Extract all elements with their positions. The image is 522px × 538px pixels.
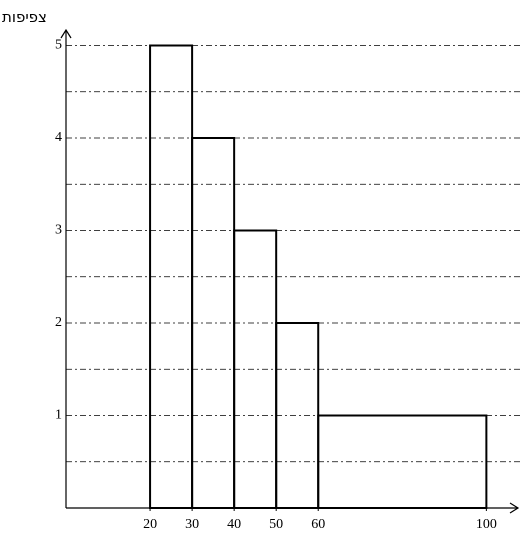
- x-tick-label: 40: [227, 517, 241, 532]
- x-tick-label: 30: [185, 517, 199, 532]
- bar: [317, 414, 488, 509]
- y-tick-label: 1: [55, 408, 62, 423]
- x-axis-arrow: [509, 502, 520, 514]
- y-tick-label: 5: [55, 38, 62, 53]
- y-tick-label: 3: [55, 223, 62, 238]
- x-tick-label: 20: [143, 517, 157, 532]
- x-tick-label: 100: [476, 517, 497, 532]
- bar: [233, 229, 278, 509]
- y-tick-label: 2: [55, 315, 62, 330]
- y-axis-arrow: [60, 28, 72, 39]
- axes: [60, 28, 520, 514]
- bar: [191, 137, 236, 509]
- bar: [275, 322, 320, 509]
- x-tick-label: 60: [311, 517, 325, 532]
- y-tick-label: 4: [55, 130, 62, 145]
- bar: [149, 44, 194, 509]
- x-tick-label: 50: [269, 517, 283, 532]
- y-axis-label: צפיפות: [2, 8, 47, 26]
